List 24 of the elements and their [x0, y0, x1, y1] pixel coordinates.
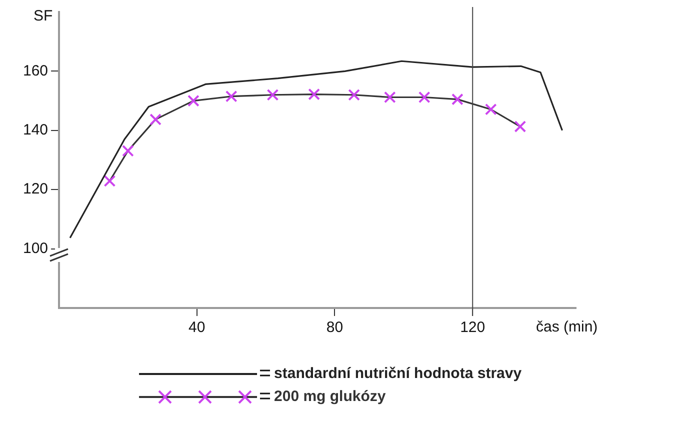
- y-tick-label: 120: [22, 180, 48, 198]
- x-axis-title: čas (min): [536, 318, 598, 336]
- text: standardní nutriční hodnota stravy: [274, 365, 522, 382]
- point: [514, 120, 526, 132]
- point: [225, 90, 238, 102]
- y-tick-label: 100: [22, 240, 48, 257]
- y-axis-title: SF: [33, 8, 53, 25]
- point: [418, 91, 430, 104]
- point: [104, 175, 116, 187]
- point: [150, 114, 162, 126]
- point: [384, 91, 396, 104]
- x-tick-label: 80: [326, 319, 344, 336]
- point: [266, 88, 279, 101]
- x-tick-label: 40: [188, 319, 206, 336]
- point: [451, 93, 464, 106]
- text: 200 mg glukózy: [274, 388, 386, 406]
- point: [484, 103, 497, 116]
- y-tick-label: 140: [22, 122, 48, 139]
- x-tick-label: 120: [460, 319, 486, 336]
- y-tick-label: 160: [22, 62, 48, 80]
- point: [348, 88, 360, 101]
- point: [308, 88, 320, 100]
- point: [122, 144, 134, 157]
- point: [187, 94, 200, 107]
